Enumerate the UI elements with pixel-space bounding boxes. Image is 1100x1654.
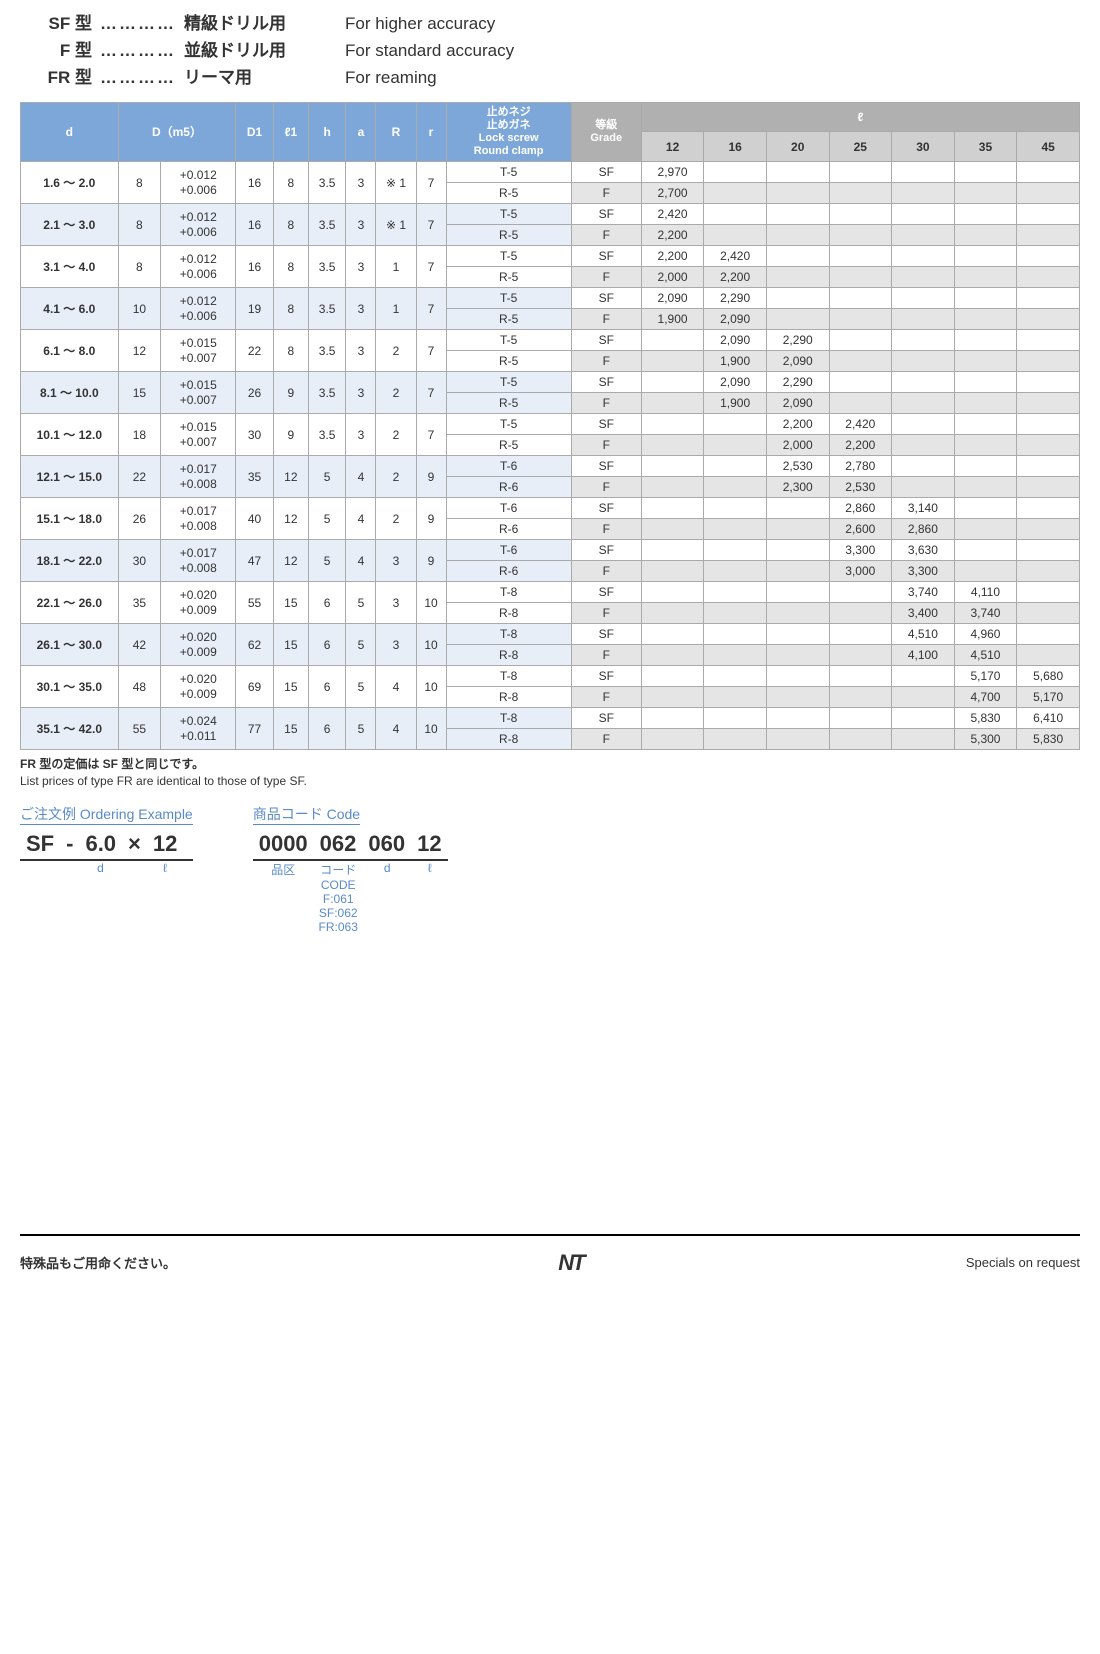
note-jp: FR 型の定価は SF 型と同じです。 [20,756,1080,773]
order-sub [20,861,60,875]
ordering-title: ご注文例 Ordering Example [20,804,193,825]
order-cell: × [122,831,147,857]
order-sub: ℓ [412,861,448,934]
footer-en: Specials on request [966,1255,1080,1270]
order-cell: 12 [147,831,183,857]
order-sub: d [363,861,412,934]
order-sub: d [79,861,122,875]
order-cell: - [60,831,79,857]
footer-jp: 特殊品もご用命ください。 [20,1253,176,1272]
order-sub: ℓ [147,861,183,875]
code-title: 商品コード Code [253,804,360,825]
order-cell: 060 [362,831,411,857]
type-row: FR 型…………リーマ用For reaming [20,64,1080,91]
type-list: SF 型…………精級ドリル用For higher accuracyF 型…………… [20,10,1080,92]
order-cell: 0000 [253,831,314,857]
notes: FR 型の定価は SF 型と同じです。 List prices of type … [20,756,1080,790]
order-cell: 12 [411,831,447,857]
footer-logo: NT [558,1250,583,1276]
order-sub: 品区 [253,861,314,934]
type-row: SF 型…………精級ドリル用For higher accuracy [20,10,1080,37]
order-sub [122,861,147,875]
ordering-example: ご注文例 Ordering Example SF-6.0×12 d ℓ [20,804,193,934]
note-en: List prices of type FR are identical to … [20,773,1080,790]
order-cell: SF [20,831,60,857]
order-sub [60,861,79,875]
footer: 特殊品もご用命ください。 NT Specials on request [20,1234,1080,1276]
order-cell: 062 [314,831,363,857]
order-cell: 6.0 [79,831,122,857]
order-sub: コード CODE F:061 SF:062 FR:063 [314,861,363,934]
spec-table: d D（m5） D1 ℓ1 h a R r 止めネジ 止めガネ Lock scr… [20,102,1080,751]
product-code: 商品コード Code 000006206012 品区コード CODE F:061… [253,804,448,934]
type-row: F 型…………並級ドリル用For standard accuracy [20,37,1080,64]
order-block: ご注文例 Ordering Example SF-6.0×12 dℓ 商品コード… [20,804,1080,934]
